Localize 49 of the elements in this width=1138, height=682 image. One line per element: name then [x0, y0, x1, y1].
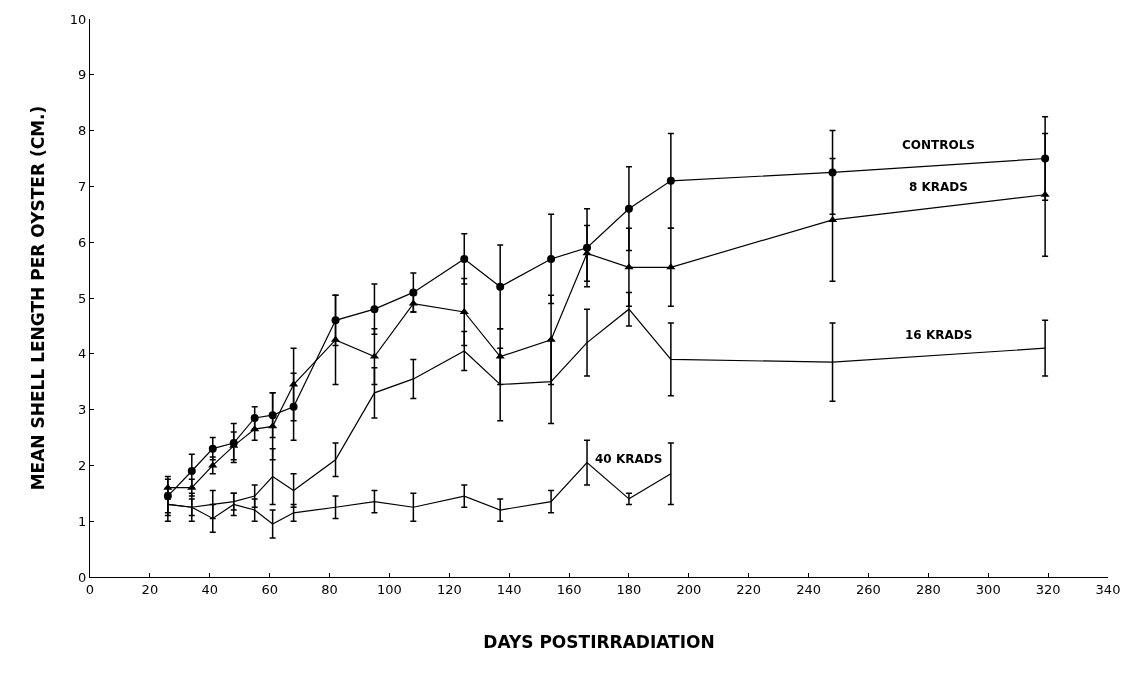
x-tick-label: 260	[856, 581, 881, 597]
x-tick-label: 100	[377, 581, 402, 597]
series-label: 40 KRADS	[595, 452, 663, 466]
point	[250, 425, 260, 432]
y-tick-label: 1	[78, 513, 87, 529]
point	[624, 204, 633, 213]
x-tick-label: 120	[436, 581, 462, 597]
series-label: 8 KRADS	[909, 180, 968, 194]
point	[408, 299, 418, 306]
point	[208, 444, 217, 453]
y-tick-label: 9	[78, 67, 87, 83]
y-tick-label: 10	[69, 11, 87, 27]
x-tick-label: 200	[676, 581, 702, 597]
point	[459, 307, 469, 314]
x-axis-title: DAYS POSTIRRADIATION	[483, 632, 715, 652]
point	[547, 254, 556, 263]
x-tick-label: 320	[1035, 581, 1061, 597]
point	[187, 483, 197, 490]
y-tick-label: 8	[78, 123, 87, 139]
series-label: CONTROLS	[902, 138, 975, 152]
point	[370, 305, 379, 314]
point	[187, 466, 196, 475]
y-tick-label: 0	[78, 569, 87, 585]
y-tick-label: 2	[78, 457, 87, 473]
series-label: 16 KRADS	[905, 328, 973, 342]
y-tick-label: 6	[78, 234, 87, 250]
point	[460, 254, 469, 263]
point	[496, 282, 505, 291]
y-tick-label: 4	[78, 346, 87, 362]
x-tick-label: 240	[796, 581, 821, 597]
x-tick-label: 40	[201, 581, 219, 597]
x-tick-label: 140	[496, 581, 522, 597]
point	[1040, 190, 1050, 197]
x-tick-label: 180	[616, 581, 642, 597]
x-tick-label: 340	[1095, 581, 1121, 597]
y-tick-label: 7	[78, 178, 87, 194]
y-tick-label: 3	[78, 402, 87, 418]
y-tick-label: 5	[78, 290, 87, 306]
x-tick-label: 80	[321, 581, 338, 597]
point	[268, 411, 277, 420]
point	[666, 176, 675, 185]
x-tick-label: 280	[915, 581, 941, 597]
x-tick-label: 220	[736, 581, 762, 597]
x-tick-label: 160	[556, 581, 582, 597]
x-tick-label: 300	[975, 581, 1001, 597]
x-tick-label: 60	[261, 581, 278, 597]
x-tick-label: 20	[141, 581, 159, 597]
y-axis-title: MEAN SHELL LENGTH PER OYSTER (CM.)	[28, 105, 49, 491]
point	[268, 422, 278, 429]
